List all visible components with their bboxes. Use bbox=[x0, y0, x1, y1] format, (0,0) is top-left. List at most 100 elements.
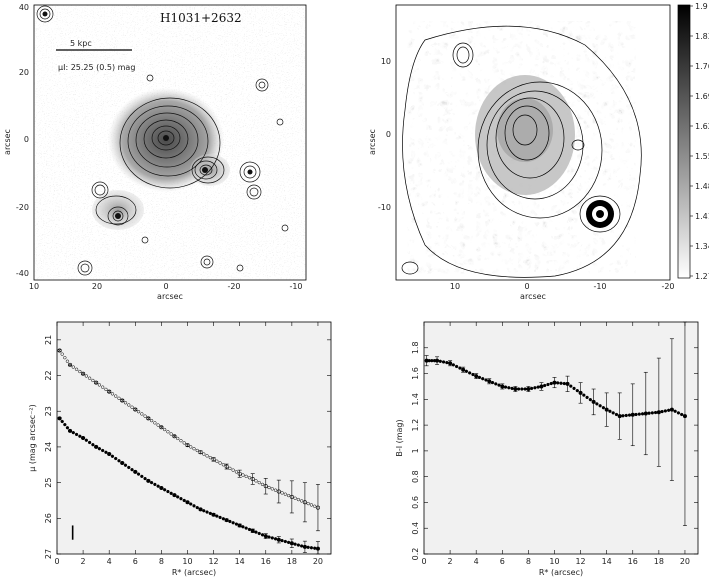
data-point bbox=[241, 525, 245, 529]
data-point bbox=[179, 439, 183, 443]
data-point bbox=[608, 409, 612, 413]
svg-text:0: 0 bbox=[386, 130, 391, 139]
panel-b-xlabel: arcsec bbox=[520, 292, 546, 301]
data-point bbox=[529, 386, 534, 391]
data-point bbox=[159, 485, 164, 490]
data-point bbox=[572, 386, 576, 391]
data-point bbox=[208, 511, 212, 516]
panel-b-xticks: 10 0 -10 -20 bbox=[450, 282, 675, 291]
data-point bbox=[614, 412, 619, 417]
x-tick-label: 16 bbox=[261, 557, 271, 566]
data-point bbox=[153, 482, 157, 487]
data-point bbox=[104, 450, 108, 454]
data-point bbox=[464, 369, 469, 373]
data-point bbox=[94, 444, 99, 449]
data-point bbox=[221, 517, 226, 521]
data-point bbox=[94, 380, 99, 385]
svg-text:-20: -20 bbox=[661, 282, 674, 291]
data-point bbox=[123, 463, 128, 467]
data-point bbox=[424, 358, 429, 363]
data-point bbox=[513, 387, 518, 392]
data-point bbox=[299, 499, 304, 503]
data-point bbox=[143, 476, 147, 481]
data-point bbox=[247, 476, 252, 480]
data-point bbox=[302, 544, 307, 549]
data-point bbox=[60, 419, 64, 424]
data-point bbox=[244, 526, 248, 530]
data-point bbox=[309, 546, 314, 550]
data-point bbox=[306, 545, 310, 549]
data-point bbox=[461, 367, 466, 372]
data-point bbox=[228, 466, 232, 470]
x-tick-label: 20 bbox=[680, 557, 690, 566]
data-point bbox=[169, 491, 173, 495]
data-point bbox=[211, 457, 216, 462]
data-point bbox=[172, 434, 177, 439]
data-point bbox=[156, 484, 160, 488]
y-tick-label: 1.4 bbox=[411, 393, 420, 406]
data-point bbox=[578, 390, 583, 395]
data-point bbox=[120, 460, 125, 465]
x-tick-label: 4 bbox=[107, 557, 112, 566]
colorbar-tick-label: 1.48 bbox=[695, 182, 709, 191]
data-point bbox=[296, 497, 301, 502]
data-point bbox=[270, 536, 274, 540]
data-point bbox=[650, 411, 654, 415]
x-tick-label: 0 bbox=[54, 557, 59, 566]
data-point bbox=[273, 488, 278, 492]
y-tick-label: 22 bbox=[44, 370, 53, 380]
data-point bbox=[247, 527, 252, 532]
data-point bbox=[497, 383, 501, 387]
data-point bbox=[315, 546, 320, 551]
data-point bbox=[302, 500, 307, 505]
data-point bbox=[487, 379, 492, 384]
panel-a-image: H1031+2632 5 kpc μI: 25.25 (0.5) mag 10 … bbox=[3, 3, 307, 301]
data-point bbox=[552, 380, 557, 385]
data-point bbox=[224, 464, 229, 469]
y-tick-label: 1.8 bbox=[411, 341, 420, 354]
data-point bbox=[63, 422, 67, 427]
data-point bbox=[289, 541, 294, 546]
data-point bbox=[669, 407, 674, 412]
data-point bbox=[68, 362, 73, 367]
data-point bbox=[185, 500, 190, 505]
x-tick-label: 12 bbox=[575, 557, 585, 566]
data-point bbox=[263, 484, 268, 489]
data-point bbox=[604, 407, 609, 412]
data-point bbox=[676, 411, 681, 415]
data-point bbox=[133, 469, 138, 474]
data-point bbox=[556, 381, 560, 385]
panel-a-title: H1031+2632 bbox=[160, 11, 242, 25]
y-tick-label: 0.4 bbox=[411, 522, 420, 535]
data-point bbox=[313, 504, 317, 508]
data-point bbox=[601, 406, 606, 410]
colorbar-tick-label: 1.41 bbox=[695, 212, 709, 221]
data-point bbox=[198, 507, 203, 512]
data-point bbox=[68, 428, 73, 433]
data-point bbox=[536, 385, 540, 389]
data-point bbox=[91, 443, 95, 447]
y-tick-label: 1 bbox=[411, 448, 420, 453]
data-point bbox=[296, 543, 301, 547]
data-point bbox=[143, 414, 147, 418]
plot-frame bbox=[423, 321, 699, 555]
data-point bbox=[640, 412, 645, 416]
data-point bbox=[445, 360, 449, 365]
data-point bbox=[539, 384, 544, 389]
x-tick-label: 12 bbox=[208, 557, 218, 566]
svg-text:0: 0 bbox=[24, 135, 29, 144]
y-tick-label: 1.2 bbox=[411, 419, 420, 432]
data-point bbox=[87, 440, 92, 445]
data-point bbox=[516, 387, 521, 391]
data-point bbox=[97, 383, 102, 387]
data-point bbox=[101, 385, 105, 389]
data-point bbox=[146, 416, 151, 421]
data-point bbox=[195, 448, 199, 453]
data-point bbox=[78, 369, 82, 374]
data-point bbox=[215, 459, 219, 463]
data-point bbox=[286, 540, 291, 545]
data-point bbox=[549, 381, 553, 386]
x-tick-label: 0 bbox=[421, 557, 426, 566]
data-point bbox=[435, 358, 440, 363]
data-point bbox=[231, 468, 235, 472]
